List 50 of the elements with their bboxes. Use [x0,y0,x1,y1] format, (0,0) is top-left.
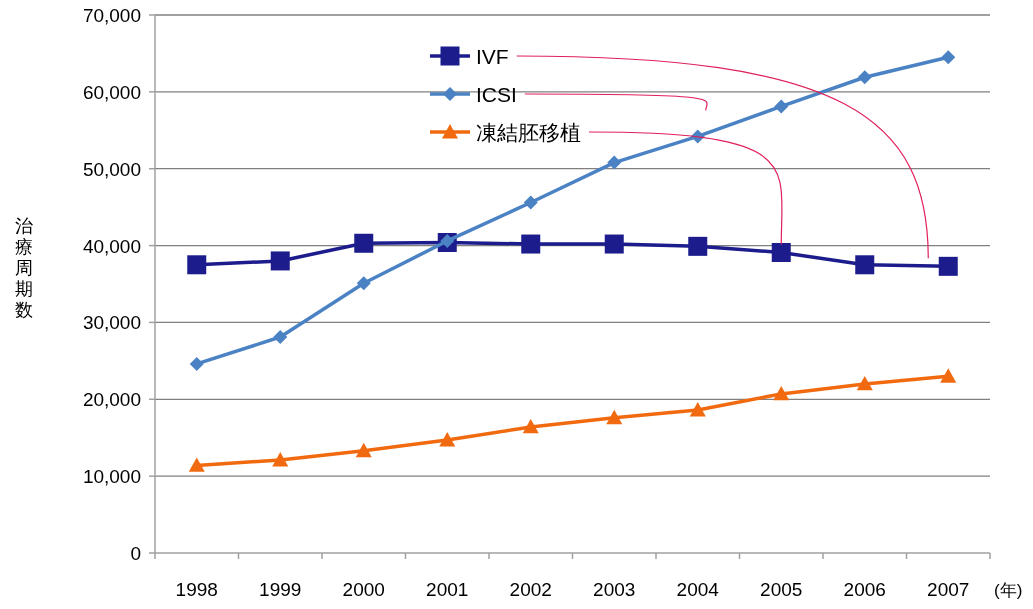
legend-label: 凍結胚移植 [476,121,581,144]
point [940,368,957,383]
point [439,432,456,447]
point [774,99,789,114]
x-tick-label: 2006 [843,579,886,600]
point [857,70,872,85]
x-tick-label: 1999 [259,579,302,600]
x-tick-label: 2001 [426,579,469,600]
y-axis-title: 治療周期数 [15,216,33,320]
point [523,195,538,210]
point [187,255,207,275]
point [522,418,539,434]
x-tick-label: 2002 [509,579,552,600]
point [354,233,374,253]
x-tick-label: 2000 [342,579,385,600]
y-tick-label: 40,000 [82,235,141,257]
point [273,330,288,345]
point [607,155,622,170]
point [521,234,541,254]
point [773,385,790,401]
point [688,236,708,256]
point [855,255,875,275]
y-tick-label: 0 [130,543,141,564]
y-tick-label: 70,000 [82,5,141,26]
point [941,50,956,65]
x-axis-title: (年) [994,581,1023,600]
point [856,375,873,391]
x-tick-label: 2005 [760,579,803,600]
y-tick-label: 50,000 [82,158,141,180]
point [270,251,290,271]
y-tick-label: 30,000 [82,312,141,334]
point [272,452,289,467]
x-tick-label: 2003 [593,579,636,600]
point [188,457,205,472]
x-tick-label: 2004 [676,579,720,600]
y-tick-label: 10,000 [82,466,141,488]
x-tick-label: 2007 [927,579,970,600]
point [938,256,958,276]
point [606,409,623,425]
y-tick-label: 60,000 [82,81,141,103]
y-tick-label: 20,000 [82,389,141,411]
point [189,356,204,371]
point [689,402,706,417]
point [355,442,372,458]
legend-label: IVF [476,45,509,68]
x-tick-label: 1998 [175,579,218,600]
point [604,234,624,254]
point [356,276,371,291]
point [771,242,791,262]
legend-label: ICSI [476,83,517,106]
